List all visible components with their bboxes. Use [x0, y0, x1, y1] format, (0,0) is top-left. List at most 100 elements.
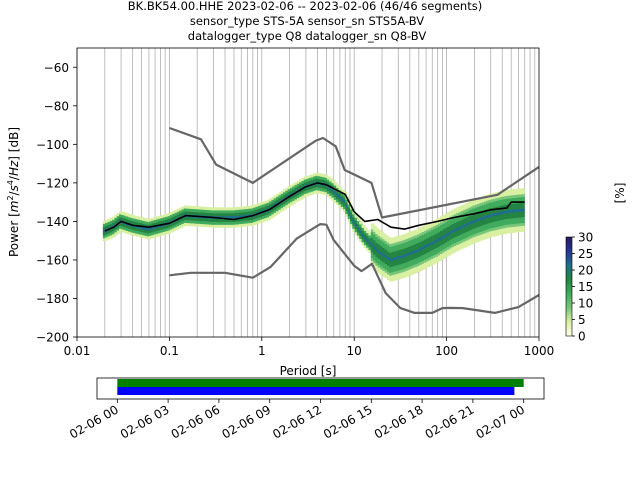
- density-cell: [516, 188, 521, 192]
- density-cell: [410, 260, 414, 264]
- density-cell: [465, 211, 470, 215]
- density-cell: [373, 254, 377, 258]
- density-cell: [447, 246, 451, 250]
- density-cell: [382, 270, 387, 274]
- density-cell: [516, 197, 521, 201]
- density-cell: [382, 239, 387, 243]
- density-cell: [396, 262, 400, 266]
- density-cell: [500, 205, 504, 209]
- density-cell: [130, 232, 135, 236]
- density-cell: [440, 233, 444, 237]
- density-cell: [412, 256, 417, 260]
- density-cell: [437, 237, 442, 241]
- x-tick-label: 1: [258, 344, 266, 358]
- density-cell: [306, 190, 310, 194]
- density-cell: [426, 226, 431, 230]
- density-cell: [144, 224, 149, 228]
- density-cell: [513, 191, 518, 195]
- density-cell: [377, 247, 382, 251]
- density-cell: [142, 217, 146, 221]
- density-cell: [433, 240, 437, 244]
- density-cell: [451, 232, 456, 236]
- density-cell: [241, 206, 246, 210]
- density-cell: [433, 246, 437, 250]
- density-cell: [315, 184, 320, 188]
- density-cell: [393, 245, 398, 249]
- density-cell: [410, 254, 414, 258]
- density-cell: [142, 220, 146, 224]
- density-cell: [502, 216, 507, 220]
- density-cell: [375, 245, 380, 249]
- density-cell: [123, 212, 128, 216]
- density-cell: [373, 234, 377, 238]
- density-cell: [359, 238, 364, 242]
- density-cell: [412, 270, 417, 274]
- density-cell: [232, 210, 236, 214]
- density-cell: [313, 190, 317, 194]
- density-cell: [142, 223, 146, 227]
- density-cell: [419, 247, 424, 251]
- density-cell: [456, 218, 461, 222]
- density-cell: [444, 233, 449, 237]
- density-cell: [206, 221, 211, 225]
- density-cell: [456, 224, 461, 228]
- density-cell: [380, 243, 384, 247]
- density-cell: [481, 219, 486, 223]
- density-cell: [414, 235, 419, 239]
- density-cell: [509, 212, 514, 216]
- density-cell: [373, 248, 377, 252]
- density-cell: [102, 223, 107, 227]
- density-cell: [460, 216, 465, 220]
- density-cell: [393, 239, 398, 243]
- density-cell: [479, 217, 484, 221]
- density-cell: [239, 221, 243, 225]
- density-cell: [504, 195, 509, 199]
- density-cell: [391, 263, 396, 267]
- density-cell: [477, 226, 481, 230]
- density-cell: [430, 253, 435, 257]
- density-cell: [356, 232, 361, 236]
- density-cell: [518, 214, 523, 218]
- density-cell: [410, 248, 414, 252]
- density-cell: [137, 222, 142, 226]
- density-cell: [444, 222, 449, 226]
- density-cell: [183, 217, 188, 221]
- density-cell: [516, 203, 521, 207]
- density-cell: [474, 210, 479, 214]
- density-cell: [435, 242, 440, 246]
- density-cell: [504, 213, 509, 217]
- density-cell: [366, 244, 370, 248]
- density-cell: [190, 223, 195, 227]
- density-cell: [500, 199, 504, 203]
- density-cell: [504, 210, 509, 214]
- density-cell: [333, 194, 338, 198]
- density-cell: [400, 260, 405, 264]
- density-cell: [479, 237, 484, 241]
- density-cell: [204, 212, 209, 216]
- density-cell: [513, 229, 518, 233]
- density-cell: [269, 212, 273, 216]
- y-tick-label: −100: [36, 138, 69, 152]
- density-cell: [502, 193, 507, 197]
- density-cell: [412, 259, 417, 263]
- density-cell: [518, 188, 523, 192]
- density-cell: [463, 235, 467, 239]
- density-cell: [405, 247, 410, 251]
- x-axis-ticks: 0.01 0.1 1 10 100 1000: [64, 337, 554, 358]
- density-cell: [373, 257, 377, 261]
- density-cell: [474, 216, 479, 220]
- density-cell: [343, 203, 347, 207]
- density-cell: [416, 245, 421, 249]
- density-cell: [428, 234, 433, 238]
- density-cell: [463, 206, 467, 210]
- density-cell: [474, 221, 479, 225]
- density-cell: [474, 236, 479, 240]
- density-cell: [301, 192, 306, 196]
- density-cell: [414, 258, 419, 262]
- density-cell: [435, 245, 440, 249]
- density-cell: [440, 230, 444, 234]
- density-cell: [192, 208, 197, 212]
- density-cell: [278, 192, 283, 196]
- density-cell: [326, 193, 331, 197]
- density-cell: [405, 233, 410, 237]
